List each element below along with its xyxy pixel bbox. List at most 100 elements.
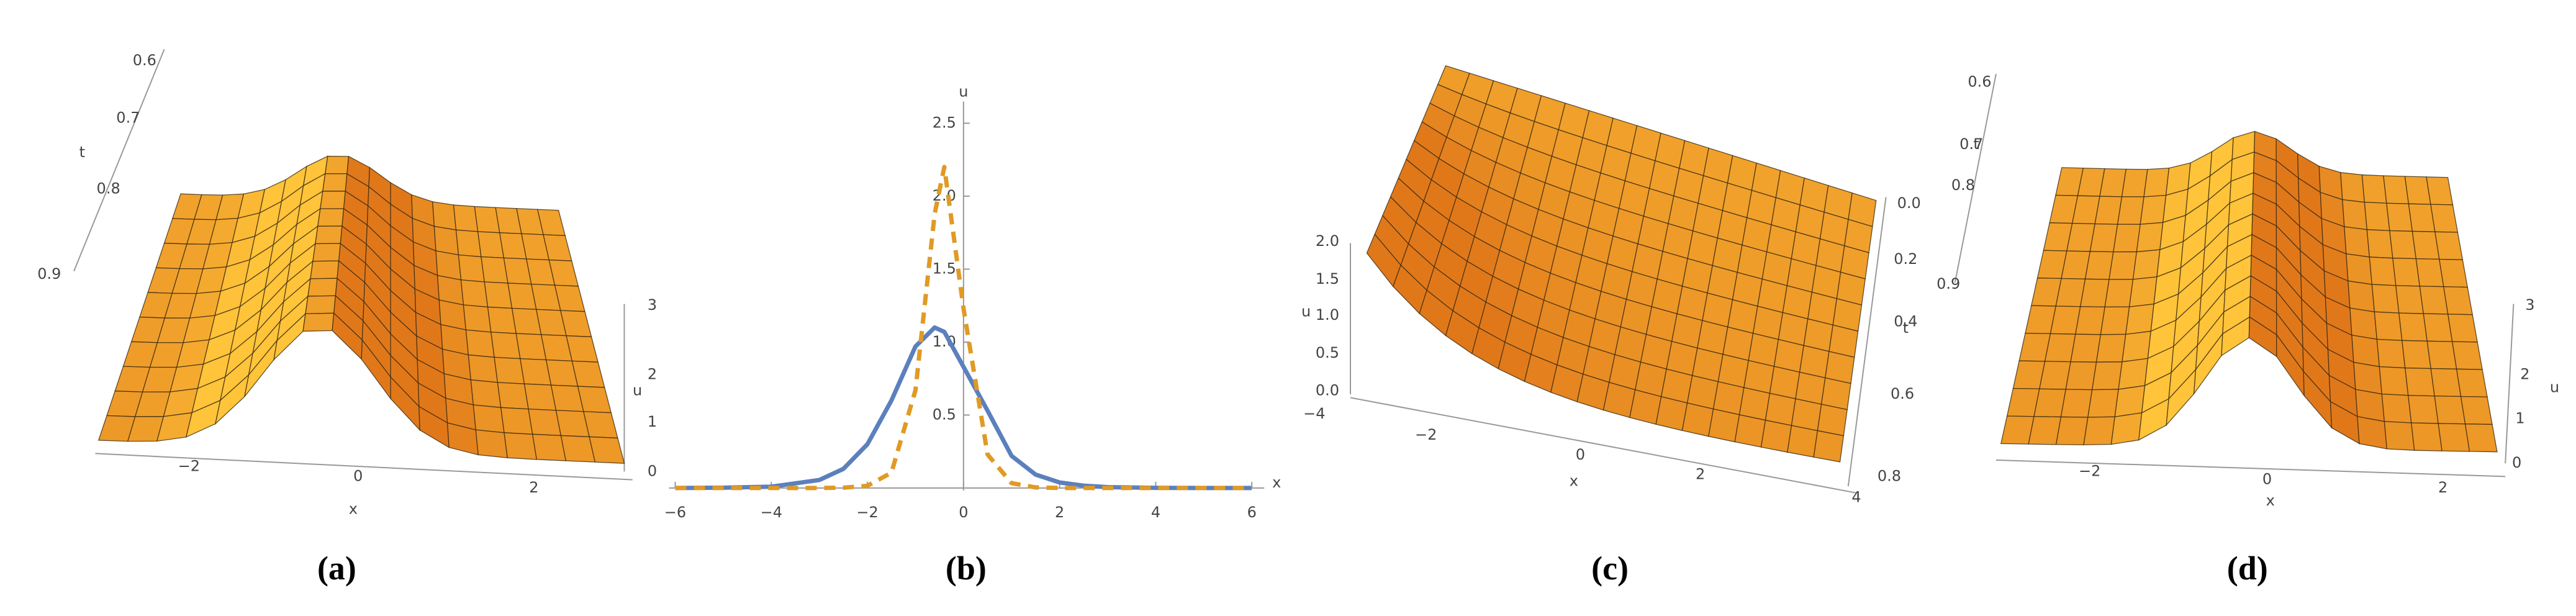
x-tick-label: 2: [1055, 504, 1064, 521]
surface-patch: [2426, 176, 2454, 206]
surface-patch: [571, 360, 605, 388]
surface-patch: [2143, 168, 2170, 197]
x-tick-label: 0: [1576, 446, 1585, 463]
surface-patch: [458, 254, 486, 283]
surface-patch: [315, 225, 343, 245]
x-tick-label: 2: [529, 479, 538, 496]
surface-patch: [433, 225, 459, 256]
y-axis-label: u: [959, 83, 968, 100]
surface-patch: [2364, 202, 2390, 232]
y-tick-label: 0.7: [1959, 135, 1983, 153]
surface-patch: [1760, 419, 1792, 453]
surface-patch: [2114, 385, 2146, 418]
surface-patch: [2419, 286, 2449, 315]
surface-plot: −2 0 2 0.6 0.7 0.8 0.9 0 1 2 3 x t u (a): [37, 49, 657, 587]
y-tick-label: 0.6: [133, 52, 156, 69]
surface-patch: [2094, 196, 2123, 225]
z-tick-label: 3: [648, 296, 657, 314]
x-tick-label: 0: [959, 504, 968, 521]
surface-patch: [2128, 276, 2158, 307]
z-tick-label: 0.0: [1316, 382, 1339, 399]
surface-patch: [2044, 333, 2076, 363]
surface-patch: [455, 229, 482, 258]
surface-patch: [484, 281, 513, 309]
surface-patch: [320, 191, 346, 209]
surface-patch: [2381, 393, 2412, 424]
y-tick-label: 0.2: [1894, 250, 1917, 268]
z-axis-label: u: [633, 382, 642, 399]
axis-line: [95, 453, 633, 481]
y-tick-label: 0.9: [37, 265, 61, 283]
surface-patch: [2464, 424, 2498, 453]
surface-patch: [2369, 256, 2397, 286]
z-axis-label: u: [2550, 378, 2559, 396]
surface-patch: [2456, 368, 2488, 397]
data-line: [675, 165, 1252, 491]
surface-patch: [305, 295, 337, 314]
surface-patch: [497, 382, 529, 410]
surface-patch: [1787, 425, 1819, 458]
surface-patch: [1708, 408, 1740, 443]
surface-patch: [312, 243, 341, 262]
surface-patch: [2423, 313, 2453, 342]
surface-patch: [2434, 396, 2466, 425]
surface-patch: [307, 278, 338, 297]
y-tick-label: 0.5: [933, 405, 956, 423]
z-tick-label: 0: [648, 462, 657, 479]
surface-patch: [487, 306, 517, 334]
surface-patch: [317, 208, 345, 227]
surface-patch: [2386, 202, 2413, 232]
surface-patch: [2408, 395, 2439, 424]
x-tick-label: −2: [2079, 462, 2100, 479]
surface-patch: [2083, 416, 2115, 446]
surface-patch: [2361, 174, 2387, 204]
x-axis-label: x: [349, 500, 358, 517]
x-tick-label: −4: [1303, 405, 1325, 422]
surface-patch: [325, 155, 350, 174]
caption: (d): [2227, 550, 2268, 587]
surface-patch: [2349, 307, 2378, 340]
surface-patch: [566, 335, 599, 363]
surface-patch: [2439, 258, 2469, 288]
surface-patch: [2357, 415, 2388, 450]
surface-patch: [2451, 341, 2483, 370]
surface-patch: [2438, 423, 2470, 452]
z-tick-label: 1.0: [1316, 306, 1339, 324]
z-axis-label: u: [1301, 303, 1311, 320]
surface-patch: [2089, 223, 2118, 253]
y-axis-label: t: [79, 143, 85, 161]
axis-line: [73, 49, 165, 271]
surface-patch: [2095, 333, 2126, 363]
surface-patch: [1655, 396, 1688, 432]
surface-patch: [1734, 414, 1766, 448]
surface-patch: [2374, 311, 2403, 342]
surface-patch: [2055, 416, 2089, 446]
surface-patch: [2121, 168, 2148, 197]
surface-patch: [463, 304, 492, 333]
surface-patch: [2346, 253, 2373, 285]
y-tick-label: 2.5: [933, 114, 956, 131]
surface-patch: [2405, 367, 2435, 397]
surface-patch: [322, 173, 348, 192]
y-tick-label: 0.6: [1891, 385, 1914, 402]
surface-patch: [500, 407, 533, 435]
surface-patch: [2065, 361, 2097, 391]
axis-line: [1954, 73, 1997, 283]
y-tick-label: 0.0: [1897, 194, 1921, 212]
x-axis-label: x: [1570, 472, 1578, 489]
surface-patch: [2411, 422, 2443, 451]
surface-patch: [1791, 398, 1822, 432]
surface-patch: [2070, 333, 2102, 363]
surface-patch: [2395, 285, 2425, 314]
surface-patch: [589, 436, 625, 464]
x-axis-label: x: [2266, 492, 2275, 509]
surface-patch: [2398, 312, 2428, 342]
surface-patch: [2110, 412, 2143, 445]
x-tick-label: −6: [664, 504, 686, 521]
y-tick-label: 2.0: [933, 187, 956, 204]
surface-patch: [432, 201, 457, 231]
surface-patch: [2122, 330, 2151, 363]
surface-patch: [302, 312, 335, 332]
surface-patch: [577, 386, 612, 414]
surface-patch: [2371, 284, 2400, 314]
